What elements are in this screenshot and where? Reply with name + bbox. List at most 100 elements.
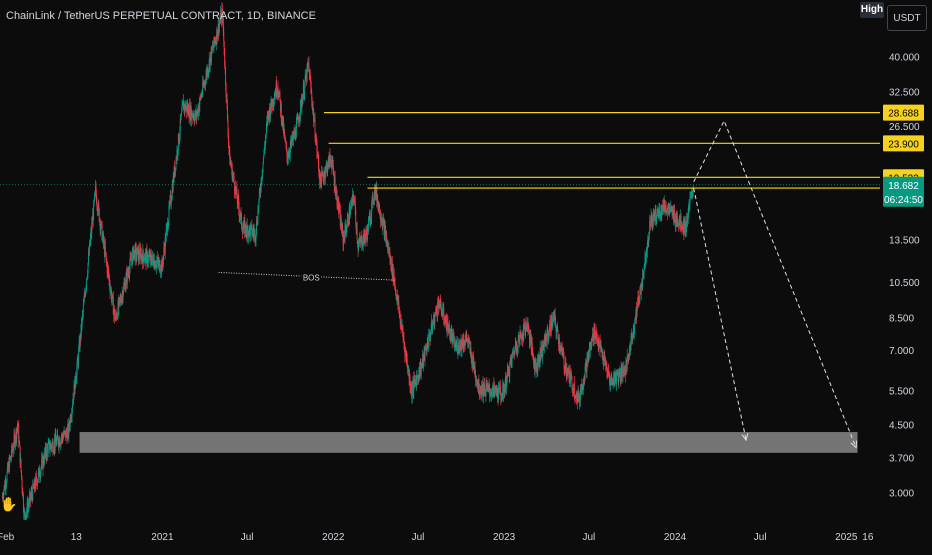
candle [234, 188, 236, 199]
candle-body [469, 341, 470, 344]
candle-body [484, 383, 486, 392]
candle [88, 239, 90, 257]
candle-body [273, 103, 275, 105]
candle-body [670, 206, 672, 211]
candle-body [278, 92, 279, 97]
candle [444, 314, 446, 325]
candle [164, 232, 166, 260]
candle [604, 349, 606, 361]
candle [645, 247, 647, 263]
candle [651, 211, 653, 230]
candle-body [86, 279, 88, 287]
candle [141, 254, 143, 261]
candle-body [223, 41, 225, 55]
candle [403, 341, 405, 353]
candle-body [308, 63, 310, 69]
candle [57, 428, 59, 438]
high-button[interactable]: High [860, 2, 884, 18]
candle [682, 216, 684, 236]
candle-body [557, 331, 559, 340]
candle-body [676, 215, 678, 222]
candle [327, 164, 329, 177]
candle-body [617, 374, 619, 382]
currency-button[interactable]: USDT [887, 5, 927, 31]
candle [21, 475, 23, 494]
candle [562, 348, 564, 357]
candle-body [208, 59, 210, 69]
candle [475, 370, 477, 387]
candle-body [97, 210, 99, 213]
candle-body [264, 146, 266, 149]
candle-body [494, 386, 496, 389]
candle [575, 392, 577, 406]
candle-body [426, 341, 428, 351]
candle [179, 113, 181, 141]
candle-body [183, 100, 184, 110]
candle [293, 127, 295, 140]
candle-body [454, 346, 455, 348]
candle-body [82, 311, 84, 315]
candle-body [631, 337, 633, 339]
candle [577, 385, 579, 402]
candle [168, 219, 169, 230]
candle [287, 151, 289, 165]
candle-body [687, 221, 689, 224]
candle [187, 98, 189, 115]
candle [196, 110, 198, 120]
candle [22, 494, 24, 500]
candle-body [43, 463, 45, 464]
candle-body [573, 383, 575, 394]
candle-body [85, 289, 87, 296]
candle-body [513, 350, 514, 354]
candle-body [543, 346, 545, 348]
candle [226, 94, 228, 100]
x-tick-label: Jul [582, 532, 595, 543]
candle [593, 333, 594, 345]
candle [444, 316, 446, 329]
candle [685, 221, 687, 237]
candle-body [197, 109, 199, 115]
candle-body [568, 373, 570, 383]
candle-body [218, 24, 220, 34]
candle-body [73, 384, 75, 400]
candle [511, 354, 513, 368]
candle [152, 254, 154, 262]
candle [346, 211, 348, 229]
candle [195, 107, 197, 121]
candle [402, 324, 404, 337]
candle-body [382, 219, 384, 229]
candle [598, 338, 600, 352]
candle [535, 362, 537, 373]
candle-body [418, 367, 420, 381]
candle [635, 307, 637, 321]
candle-body [29, 492, 31, 500]
candle [414, 374, 416, 389]
candle [591, 335, 593, 342]
candle-body [608, 371, 609, 376]
candle-body [204, 81, 206, 84]
candle [140, 248, 142, 265]
candle [560, 342, 562, 355]
candle-body [648, 238, 650, 244]
candle-body [352, 194, 353, 205]
candle-body [678, 222, 680, 224]
candle [394, 277, 396, 291]
candle-body [667, 208, 669, 210]
candle-body [447, 321, 448, 331]
candle-body [488, 384, 490, 390]
candle [283, 116, 285, 137]
candle [660, 204, 662, 220]
candle-body [389, 251, 391, 260]
candle-body [293, 134, 294, 140]
candle [469, 340, 471, 354]
candle [156, 255, 158, 268]
candle-body [233, 175, 235, 183]
candle [374, 183, 376, 199]
candle-body [540, 352, 542, 357]
candle-body [171, 185, 173, 198]
drag-hand-icon[interactable]: ✋ [0, 496, 18, 512]
candle [651, 212, 653, 224]
candle [125, 269, 127, 277]
